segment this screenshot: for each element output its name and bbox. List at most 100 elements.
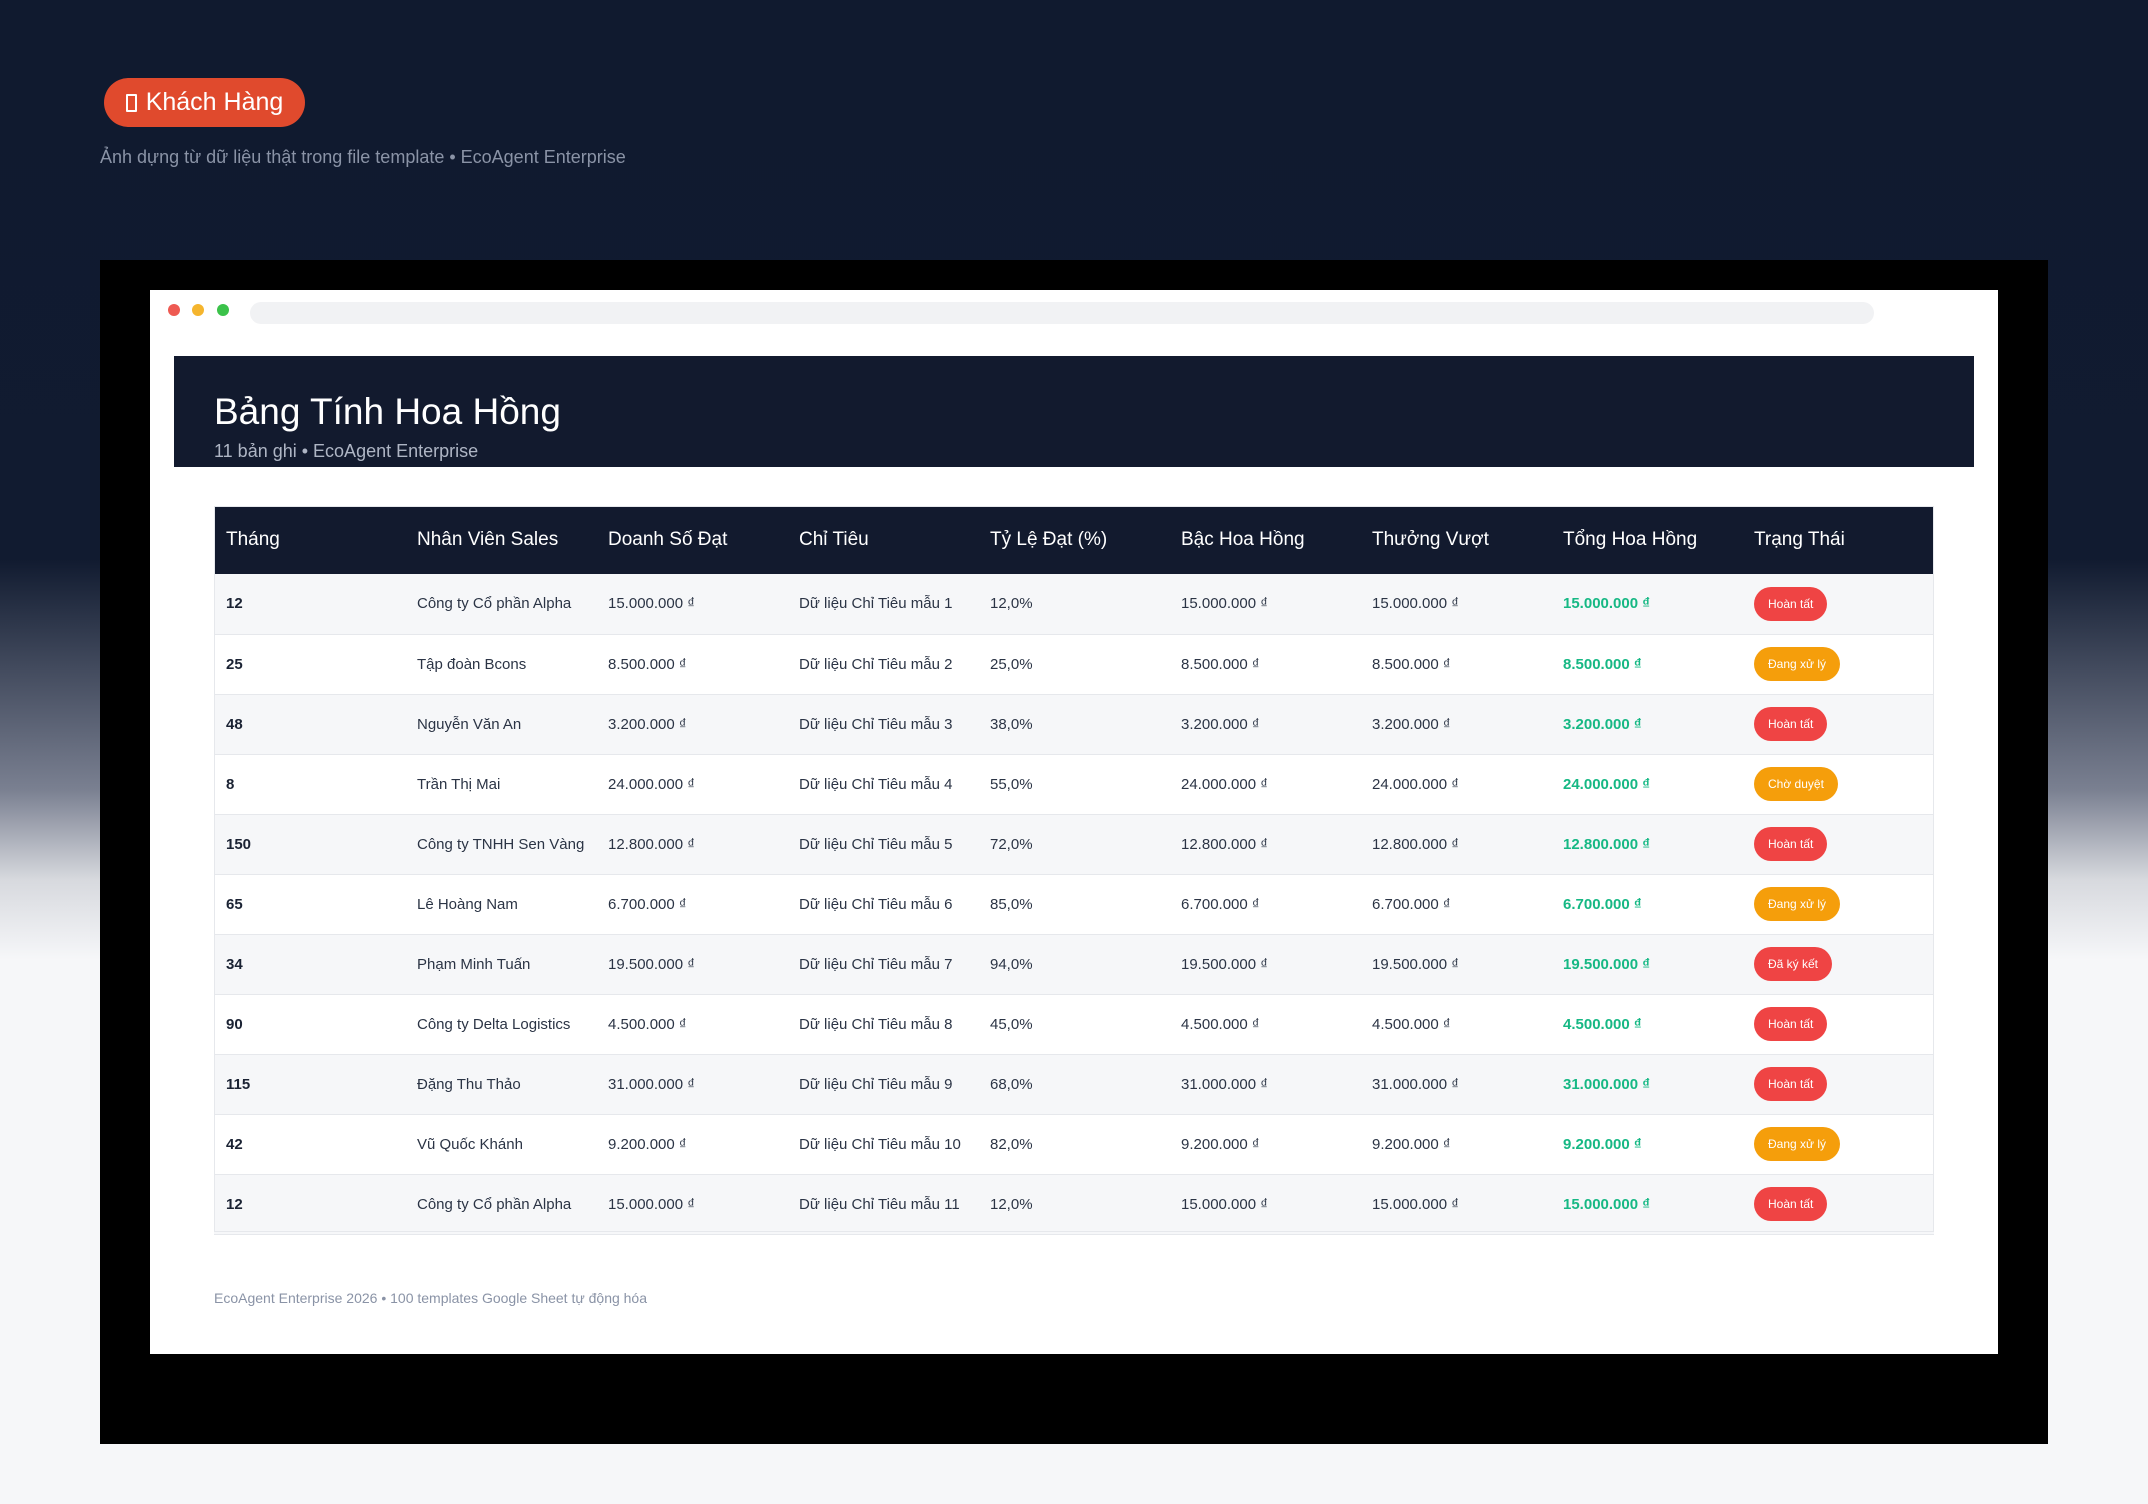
cell-rate: 12,0% — [990, 595, 1033, 613]
cell-month: 34 — [226, 955, 243, 973]
cell-month: 90 — [226, 1015, 243, 1033]
cell-bonus: 6.700.000 ₫ — [1372, 895, 1451, 913]
commission-table: Tháng Nhân Viên Sales Doanh Số Đạt Chỉ Tiêu… — [214, 506, 1934, 1235]
table-row[interactable]: 12 Công ty Cổ phần Alpha 15.000.000 ₫ Dữ li… — [214, 1174, 1934, 1234]
cell-bonus: 15.000.000 ₫ — [1372, 595, 1459, 613]
close-dot-icon[interactable] — [168, 304, 180, 316]
cell-sales-staff: Lê Hoàng Nam — [417, 895, 518, 913]
table-row[interactable]: 25 Tập đoàn Bcons 8.500.000 ₫ Dữ liệu Chỉ T… — [214, 634, 1934, 694]
cell-rate: 68,0% — [990, 1075, 1033, 1093]
status-badge[interactable]: Hoàn tất — [1754, 827, 1828, 861]
cell-status: Hoàn tất — [1742, 1174, 1934, 1234]
cell-commission-tier: 15.000.000 ₫ — [1181, 1195, 1268, 1213]
cell-total-commission: 6.700.000 ₫ — [1563, 895, 1642, 913]
cell-total-commission: 24.000.000 ₫ — [1563, 775, 1650, 793]
cell-target: Dữ liệu Chỉ Tiêu mẫu 3 — [799, 715, 953, 733]
cell-revenue: 12.800.000 ₫ — [608, 835, 695, 853]
cell-status: Hoàn tất — [1742, 1054, 1934, 1114]
cell-target: Dữ liệu Chỉ Tiêu mẫu 10 — [799, 1135, 961, 1153]
table-row[interactable]: 8 Trần Thị Mai 24.000.000 ₫ Dữ liệu Chỉ Tiê… — [214, 754, 1934, 814]
cell-total-commission: 8.500.000 ₫ — [1563, 655, 1642, 673]
table-row[interactable]: 90 Công ty Delta Logistics 4.500.000 ₫ Dữ l… — [214, 994, 1934, 1054]
cell-month: 150 — [226, 835, 252, 853]
cell-target: Dữ liệu Chỉ Tiêu mẫu 6 — [799, 895, 953, 913]
column-header[interactable]: Bậc Hoa Hồng — [1181, 529, 1305, 550]
status-badge[interactable]: Hoàn tất — [1754, 1187, 1828, 1221]
table-row[interactable]: 65 Lê Hoàng Nam 6.700.000 ₫ Dữ liệu Chỉ Tiê… — [214, 874, 1934, 934]
cell-commission-tier: 19.500.000 ₫ — [1181, 955, 1268, 973]
cell-commission-tier: 24.000.000 ₫ — [1181, 775, 1268, 793]
cell-bonus: 24.000.000 ₫ — [1372, 775, 1459, 793]
cell-commission-tier: 9.200.000 ₫ — [1181, 1135, 1260, 1153]
status-badge[interactable]: Đang xử lý — [1754, 647, 1841, 681]
table-row[interactable]: 115 Đặng Thu Thảo 31.000.000 ₫ Dữ liệu Chỉ … — [214, 1054, 1934, 1114]
cell-month: 12 — [226, 1195, 243, 1213]
cell-bonus: 31.000.000 ₫ — [1372, 1075, 1459, 1093]
status-badge[interactable]: Đã ký kết — [1754, 947, 1833, 981]
column-header[interactable]: Tháng — [226, 529, 280, 550]
customer-badge[interactable]: Khách Hàng — [104, 78, 305, 127]
cell-status: Đang xử lý — [1742, 874, 1934, 934]
status-badge[interactable]: Hoàn tất — [1754, 586, 1828, 621]
table-row[interactable]: 12 Công ty Cổ phần Alpha 15.000.000 ₫ Dữ li… — [214, 574, 1934, 634]
column-header[interactable]: Tỷ Lệ Đạt (%) — [990, 529, 1108, 550]
cell-target: Dữ liệu Chỉ Tiêu mẫu 7 — [799, 955, 953, 973]
cell-revenue: 8.500.000 ₫ — [608, 655, 687, 673]
cell-target: Dữ liệu Chỉ Tiêu mẫu 8 — [799, 1015, 953, 1033]
cell-bonus: 9.200.000 ₫ — [1372, 1135, 1451, 1153]
minimize-dot-icon[interactable] — [192, 304, 204, 316]
address-bar[interactable] — [250, 302, 1874, 324]
cell-total-commission: 15.000.000 ₫ — [1563, 1195, 1650, 1213]
page-subtitle: 11 bản ghi • EcoAgent Enterprise — [214, 441, 479, 461]
status-badge[interactable]: Hoàn tất — [1754, 707, 1828, 741]
cell-commission-tier: 12.800.000 ₫ — [1181, 835, 1268, 853]
cell-sales-staff: Đặng Thu Thảo — [417, 1075, 521, 1093]
table-row[interactable]: 48 Nguyễn Văn An 3.200.000 ₫ Dữ liệu Chỉ Ti… — [214, 694, 1934, 754]
status-badge[interactable]: Đang xử lý — [1754, 887, 1841, 921]
cell-bonus: 12.800.000 ₫ — [1372, 835, 1459, 853]
cell-sales-staff: Công ty Cổ phần Alpha — [417, 595, 572, 613]
cell-rate: 12,0% — [990, 1195, 1033, 1213]
cell-commission-tier: 15.000.000 ₫ — [1181, 595, 1268, 613]
cell-bonus: 8.500.000 ₫ — [1372, 655, 1451, 673]
cell-target: Dữ liệu Chỉ Tiêu mẫu 5 — [799, 835, 953, 853]
table-row[interactable]: 34 Phạm Minh Tuấn 19.500.000 ₫ Dữ liệu Chỉ … — [214, 934, 1934, 994]
column-header[interactable]: Chỉ Tiêu — [799, 529, 869, 550]
cell-commission-tier: 4.500.000 ₫ — [1181, 1015, 1260, 1033]
page-footer: EcoAgent Enterprise 2026 • 100 templates… — [214, 1290, 648, 1306]
status-badge[interactable]: Đang xử lý — [1754, 1127, 1841, 1161]
cell-month: 65 — [226, 895, 243, 913]
cell-revenue: 6.700.000 ₫ — [608, 895, 687, 913]
cell-sales-staff: Nguyễn Văn An — [417, 715, 522, 733]
cell-total-commission: 12.800.000 ₫ — [1563, 835, 1650, 853]
cell-rate: 45,0% — [990, 1015, 1033, 1033]
cell-rate: 85,0% — [990, 895, 1033, 913]
column-header[interactable]: Thưởng Vượt — [1372, 529, 1489, 550]
status-badge[interactable]: Hoàn tất — [1754, 1067, 1828, 1101]
cell-status: Hoàn tất — [1742, 694, 1934, 754]
cell-rate: 38,0% — [990, 715, 1033, 733]
maximize-dot-icon[interactable] — [217, 304, 229, 316]
status-badge[interactable]: Hoàn tất — [1754, 1007, 1828, 1041]
table-row[interactable]: 42 Vũ Quốc Khánh 9.200.000 ₫ Dữ liệu Chỉ Ti… — [214, 1114, 1934, 1174]
column-header[interactable]: Doanh Số Đạt — [608, 529, 728, 550]
cell-month: 12 — [226, 595, 243, 613]
column-header[interactable]: Tổng Hoa Hồng — [1563, 529, 1698, 550]
cell-sales-staff: Phạm Minh Tuấn — [417, 955, 531, 973]
cell-status: Đang xử lý — [1742, 634, 1934, 694]
cell-target: Dữ liệu Chỉ Tiêu mẫu 4 — [799, 775, 953, 793]
cell-revenue: 9.200.000 ₫ — [608, 1135, 687, 1153]
column-header[interactable]: Nhân Viên Sales — [417, 529, 559, 550]
cell-revenue: 24.000.000 ₫ — [608, 775, 695, 793]
cell-status: Hoàn tất — [1742, 994, 1934, 1054]
cell-total-commission: 19.500.000 ₫ — [1563, 955, 1650, 973]
cell-sales-staff: Công ty TNHH Sen Vàng — [417, 835, 585, 853]
cell-month: 48 — [226, 715, 243, 733]
column-header[interactable]: Trạng Thái — [1754, 529, 1845, 550]
cell-target: Dữ liệu Chỉ Tiêu mẫu 2 — [799, 655, 953, 673]
status-badge[interactable]: Chờ duyệt — [1754, 767, 1838, 801]
cell-commission-tier: 8.500.000 ₫ — [1181, 655, 1260, 673]
cell-total-commission: 4.500.000 ₫ — [1563, 1015, 1642, 1033]
table-row[interactable]: 150 Công ty TNHH Sen Vàng 12.800.000 ₫ Dữ l… — [214, 814, 1934, 874]
cell-sales-staff: Công ty Cổ phần Alpha — [417, 1195, 572, 1213]
